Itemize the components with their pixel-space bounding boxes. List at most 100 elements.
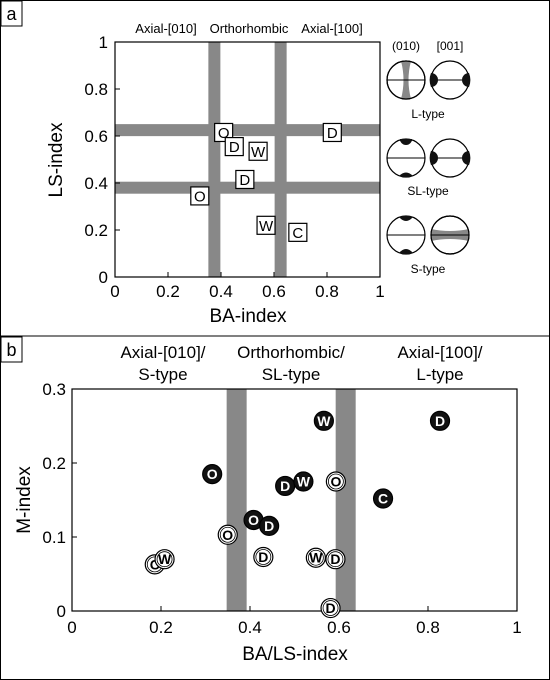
legend-sl-type-label: SL-type [407,184,449,198]
panel-b-x-axis-label: BA/LS-index [242,644,348,665]
panel-a-ticks: 0 0.2 0.4 0.6 0.8 1 0 0.2 0.4 0.6 0.8 1 [84,33,384,301]
panel-b-x-tick-label: 0 [67,618,76,637]
panel-a-x-tick-label: 0.8 [315,282,339,301]
panel-a-x-tick-label: 0 [110,282,119,301]
panel-a-x-tick-label: 0.6 [262,282,286,301]
panel-b-point-label: D [325,600,335,616]
panel-b-region-1-line1: Axial-[010]/ [120,343,205,362]
panel-b-point-circle [259,515,280,537]
panel-b-point-label: D [280,478,290,494]
panel-b-point-label: O [330,474,341,490]
panel-a-point-box [288,222,308,242]
panel-b-point-open: D [320,597,341,619]
panel-a-bands [115,42,380,277]
panel-a-x-tick-label: 0.2 [156,282,180,301]
panel-b-point-label: C [150,556,160,572]
legend-l-type-glyphs [386,60,471,100]
panel-a-point-label: W [251,144,266,161]
panel-a-point-box [190,186,210,206]
panel-a-point: W [248,141,268,161]
panel-b-point-label: D [435,413,445,429]
legend-sl-type-glyphs [386,138,471,178]
panel-b-point-inner-ring [327,473,344,490]
panel-b-point-inner-ring [219,526,236,543]
panel-a-top-label-axial-010: Axial-[010] [135,21,196,36]
panel-a-point-label: O [218,125,230,142]
panel-b-y-tick-label: 0.1 [42,528,66,547]
panel-b-point-label: W [297,474,311,490]
panel-b-region-2-line2: SL-type [262,365,321,384]
panel-b-point-filled: D [275,475,296,497]
panel-a-point-label: D [327,125,338,142]
panel-b-point-circle [293,471,314,492]
panel-b-point-filled: D [429,410,451,431]
panel-b-y-tick-label: 0 [57,602,66,621]
panel-b-point-label: O [248,512,259,528]
panel-b-point-inner-ring [307,549,324,566]
panel-a-y-tick-label: 0 [99,268,108,287]
panel-b-y-tick-label: 0.2 [42,454,66,473]
panel-b-point-filled: D [259,515,280,537]
panel-a-y-tick-label: 0.8 [84,80,108,99]
panel-a-point: O [190,186,210,206]
panel-a-x-axis-label: BA-index [209,306,287,327]
panel-b-label-box [0,336,23,363]
panel-b-x-tick-label: 0.6 [327,618,351,637]
panel-a-y-tick-label: 0.4 [84,174,108,193]
panel-b-point-label: D [264,518,274,534]
panel-a-point: D [322,122,342,143]
panel-a-y-axis-label: LS-index [46,122,67,197]
panel-a-point-label: C [292,225,303,242]
panel-a-point-box [256,215,276,235]
panel-b-point-circle [253,546,274,568]
panel-b-point-label: W [158,551,172,567]
panel-b-vertical-band [226,389,247,611]
panel-b-point-circle [202,464,223,485]
panel-a-label-box [0,0,23,27]
panel-b-point-circle [325,549,346,570]
panel-b-y-tick-label: 0.3 [42,380,66,399]
panel-b-point-open: D [325,549,346,570]
panel-b-point-open: W [154,549,175,570]
panel-b-point-label: D [330,551,340,567]
panel-a-point-box [322,122,342,143]
panel-a-legend: (010) [001] L-type SL-type [386,39,471,276]
panel-b-point-open: W [305,547,326,568]
panel-b-ticks: 0 0.2 0.4 0.6 0.8 1 0 0.1 0.2 0.3 [42,380,521,637]
panel-a-point-box [248,141,268,161]
panel-b-point-filled: W [313,410,334,431]
panel-a-axes-box [114,41,381,278]
panel-b-region-1-line2: S-type [138,365,187,384]
panel-a-point-box [235,169,255,190]
panel-b-point-circle [313,410,334,431]
panel-a-point: W [256,215,276,235]
legend-header-001: [001] [437,39,464,53]
panel-b-region-3-line2: L-type [416,365,463,384]
panel-b-point-circle [217,524,238,545]
panel-b-point-circle [372,488,394,509]
panel-b-x-tick-label: 0.2 [149,618,173,637]
legend-s-type-label: S-type [411,262,446,276]
panel-a-vertical-band [274,42,287,277]
panel-b-x-tick-label: 0.4 [238,618,262,637]
panel-b-axes-box [71,388,518,612]
panel-b-point-inner-ring [322,600,339,616]
panel-a-horizontal-band [115,124,380,137]
legend-l-type-label: L-type [411,107,445,121]
panel-b-y-axis-label: M-index [14,466,35,534]
panel-a-top-label-orthorhombic: Orthorhombic [210,21,289,36]
panel-a-y-tick-label: 0.6 [84,127,108,146]
panel-a-point: D [224,136,244,157]
panel-a-y-tick-label: 1 [99,33,108,52]
panel-a-vertical-band [208,42,221,277]
panel-a-point-label: O [194,188,206,205]
panel-a-top-label-axial-100: Axial-[100] [301,21,362,36]
panel-b-region-3-line1: Axial-[100]/ [397,343,482,362]
panel-a-label: a [6,4,17,24]
panel-a-point-label: D [239,172,250,189]
